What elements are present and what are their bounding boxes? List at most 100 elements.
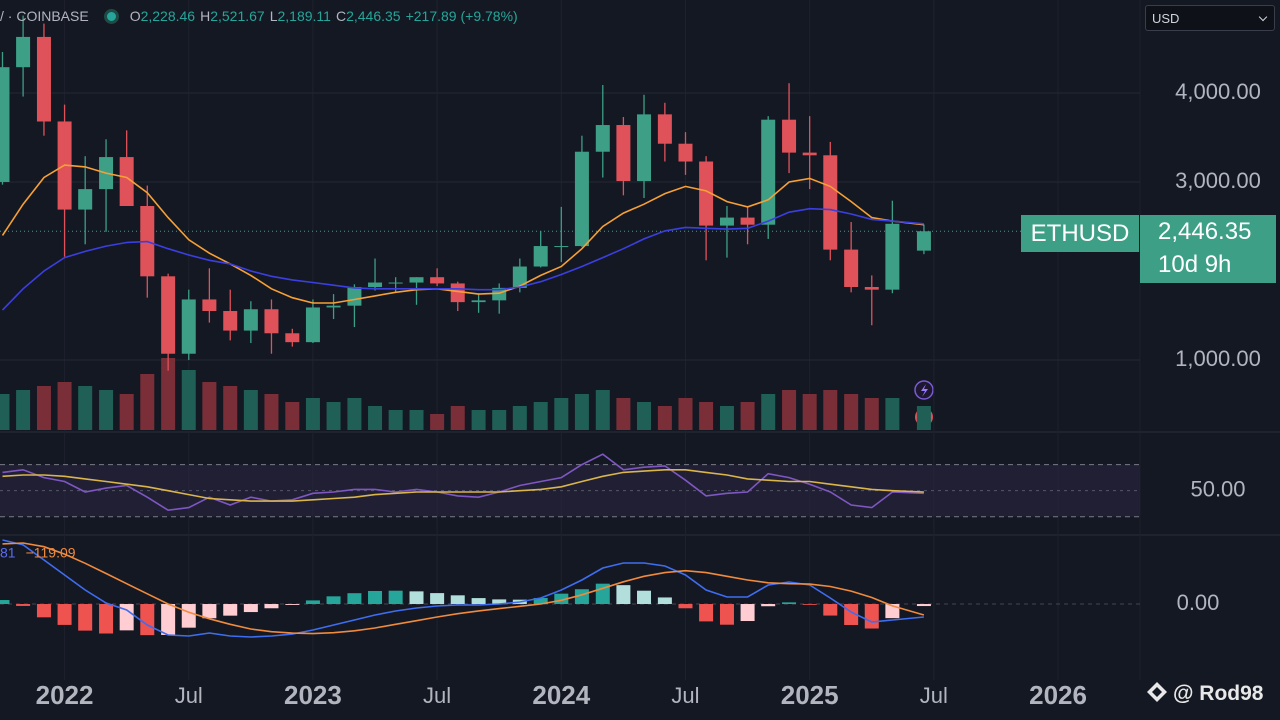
candle-body: [430, 277, 445, 284]
ohlc-key: H: [200, 8, 211, 24]
histogram-bar: [492, 599, 507, 605]
volume-bar: [57, 382, 72, 430]
candle-body: [844, 249, 859, 287]
histogram-bar: [471, 598, 486, 605]
histogram-bar: [637, 590, 652, 605]
candle-body: [782, 119, 797, 153]
candle-body: [78, 189, 93, 210]
candle-body: [471, 300, 486, 303]
histogram-bar: [533, 598, 548, 605]
volume-bar: [595, 390, 610, 430]
watermark-text: @ Rod98: [1173, 682, 1264, 705]
histogram-bar: [264, 604, 279, 609]
histogram-bar: [285, 604, 300, 605]
volume-bar: [119, 394, 134, 430]
ohlc-value: 2,228.46: [140, 8, 196, 24]
volume-bar: [761, 394, 776, 430]
histogram-bar: [202, 604, 217, 619]
symbol-header: / · COINBASE O2,228.46 H2,521.67 L2,189.11 C…: [0, 8, 518, 24]
histogram-bar: [864, 604, 879, 629]
histogram-bar: [305, 600, 320, 605]
candle-body: [823, 155, 838, 250]
histogram-bar: [782, 602, 797, 605]
y-tick-label: 50.00: [1190, 476, 1245, 501]
candle-body: [36, 36, 51, 122]
indicator-line: [2, 542, 925, 635]
histogram-bar: [181, 604, 196, 628]
candle-body: [864, 286, 879, 290]
volume-bar: [99, 390, 114, 430]
volume-bar: [285, 402, 300, 430]
candle-body: [616, 125, 631, 182]
candle-body: [243, 309, 258, 331]
candle-body: [740, 217, 755, 225]
histogram-bar: [36, 604, 51, 618]
histogram-bar: [616, 585, 631, 605]
volume-bar: [450, 406, 465, 430]
candle-body: [347, 286, 362, 306]
volume-bar: [885, 398, 900, 430]
histogram-bar: [78, 604, 93, 631]
volume-bar: [202, 382, 217, 430]
indicator-line: [1, 207, 924, 311]
price-label: 2,446.35 10d 9h: [1140, 215, 1276, 283]
x-tick-label: Jul: [920, 683, 948, 708]
ohlc: O2,228.46 H2,521.67 L2,189.11 C2,446.35: [130, 8, 406, 24]
histogram-bar: [326, 596, 341, 605]
candle-body: [161, 276, 176, 354]
volume-bar: [574, 394, 589, 430]
candle-body: [574, 151, 589, 247]
candle-body: [533, 246, 548, 267]
candle-body: [202, 299, 217, 312]
ohlc-value: 2,189.11: [277, 8, 331, 24]
indicator-line: [2, 539, 924, 638]
legend-value: −119.09: [26, 545, 76, 561]
ohlc-value: 2,521.67: [210, 8, 265, 24]
volume-bar: [823, 390, 838, 430]
y-tick-label: 1,000.00: [1175, 346, 1261, 371]
volume-bar: [161, 358, 176, 430]
candle-body: [802, 152, 817, 156]
symbol-label: ETHUSD: [1021, 215, 1139, 252]
indicator-line: [1, 164, 924, 304]
volume-bar: [0, 394, 10, 430]
histogram-bar: [699, 604, 714, 622]
volume-bar: [305, 398, 320, 430]
watermark: @ Rod98: [1145, 682, 1264, 706]
volume-bar: [782, 390, 797, 430]
volume-bar: [678, 398, 693, 430]
histogram-bar: [823, 604, 838, 616]
candle-body: [119, 157, 134, 207]
alert-icon[interactable]: [914, 380, 934, 400]
histogram-bar: [802, 604, 817, 605]
volume-bar: [916, 406, 931, 430]
candle-body: [678, 143, 693, 162]
ohlc-key: O: [129, 8, 141, 24]
candle-body: [554, 246, 569, 248]
candle-body: [264, 309, 279, 334]
volume-bar: [326, 402, 341, 430]
volume-bar: [492, 410, 507, 430]
volume-bar: [430, 414, 445, 430]
volume-bar: [140, 374, 155, 430]
volume-bar: [368, 406, 383, 430]
x-tick-label: 2025: [781, 680, 839, 710]
volume-bar: [181, 370, 196, 430]
legend-value: 81: [0, 545, 16, 561]
currency-select[interactable]: USD: [1145, 5, 1275, 31]
candle-body: [223, 311, 238, 331]
candle-body: [885, 223, 900, 290]
change: +217.89 (+9.78%): [405, 8, 518, 24]
histogram-bar: [0, 600, 10, 605]
volume-bar: [864, 398, 879, 430]
y-tick-label: 3,000.00: [1175, 168, 1261, 193]
y-tick-label: 4,000.00: [1175, 79, 1261, 104]
status-dot: [106, 12, 116, 21]
volume-bar: [802, 394, 817, 430]
histogram-bar: [368, 590, 383, 605]
histogram-bar: [740, 604, 755, 622]
candle-body: [409, 277, 424, 283]
candle-body: [595, 125, 610, 152]
candle-body: [285, 333, 300, 343]
volume-bar: [699, 402, 714, 430]
